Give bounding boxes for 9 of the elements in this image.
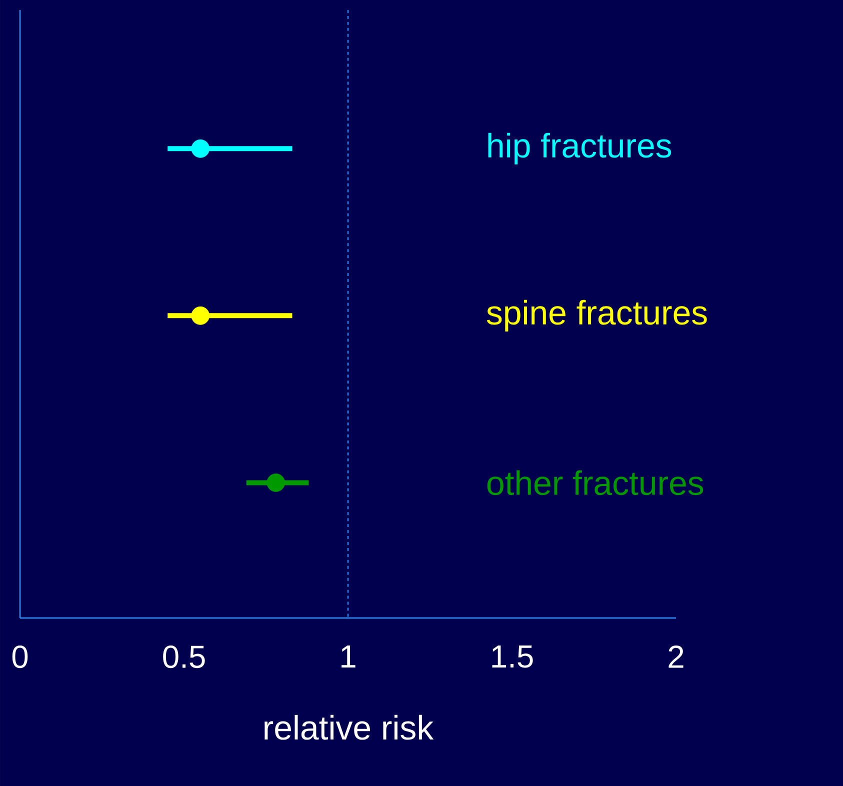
- x-tick-label: 2: [668, 646, 684, 668]
- y-tick-label: spine fractures: [486, 300, 707, 332]
- x-axis-title: relative risk: [264, 714, 434, 740]
- x-tick-label: 0: [12, 646, 28, 668]
- x-tick-label: 1: [342, 646, 356, 668]
- x-tick-label: 0.5: [163, 646, 205, 668]
- y-tick-label: hip fractures: [488, 132, 672, 164]
- x-tick-label: 1.5: [492, 646, 533, 668]
- y-tick-label: other fractures: [487, 470, 704, 496]
